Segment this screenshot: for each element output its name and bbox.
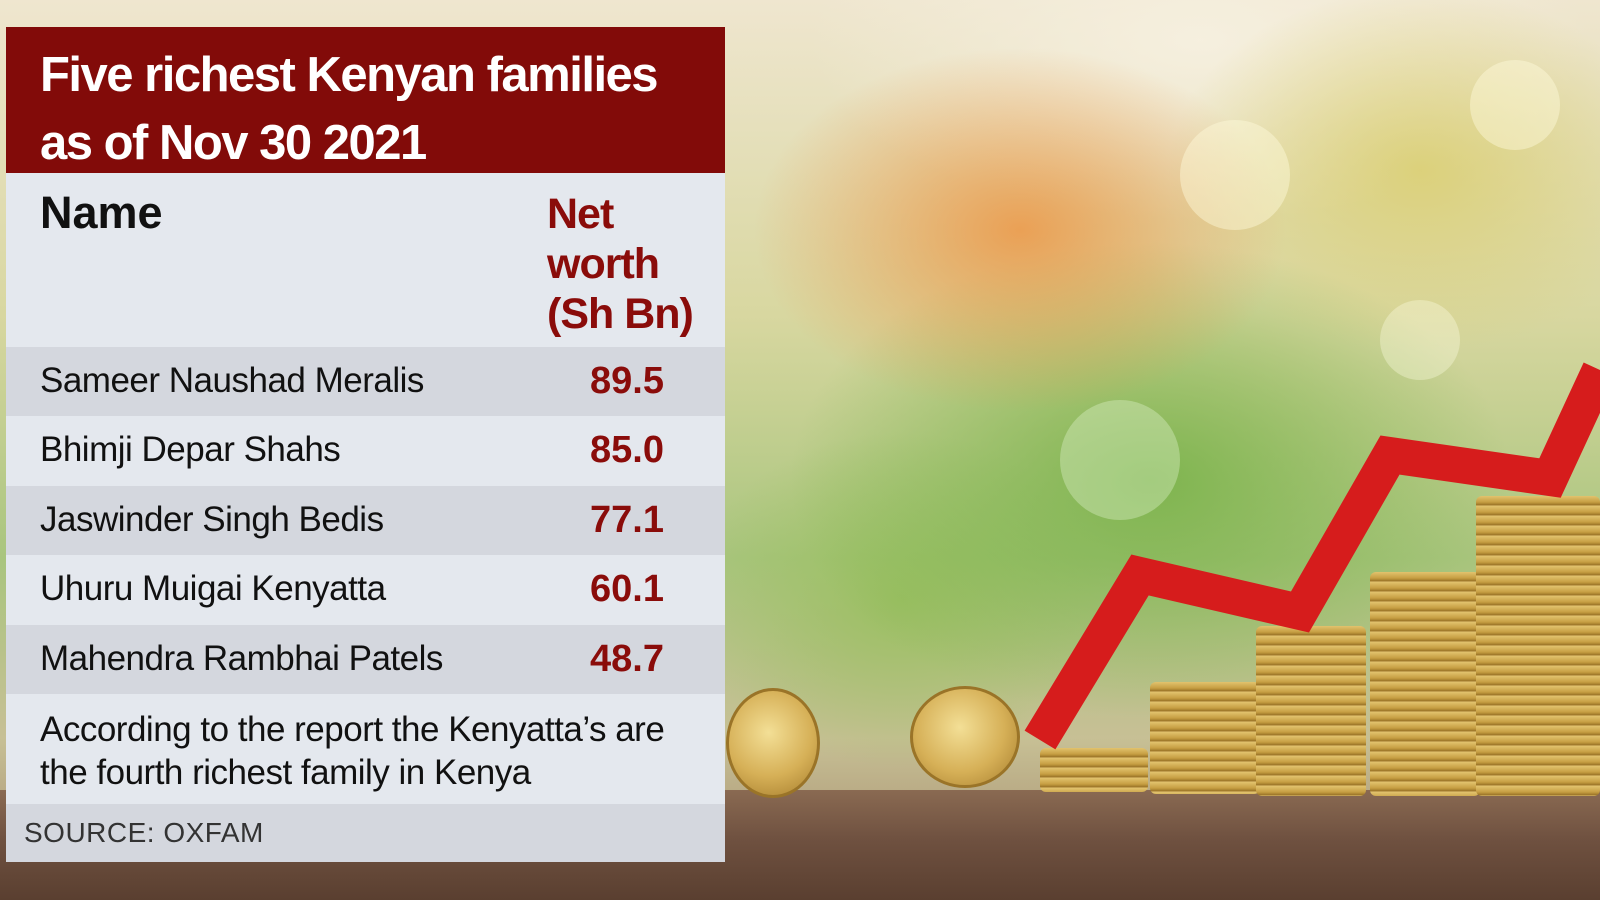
- chart-title: Five richest Kenyan families as of Nov 3…: [6, 27, 725, 173]
- coin-stack: [1476, 496, 1600, 796]
- net-worth-value: 48.7: [590, 637, 664, 680]
- table-header: Name Net worth (Sh Bn): [6, 173, 725, 347]
- coin: [726, 688, 820, 798]
- family-name: Bhimji Depar Shahs: [40, 430, 341, 470]
- bokeh-light: [1060, 400, 1180, 520]
- family-name: Sameer Naushad Meralis: [40, 361, 424, 400]
- table-row: Uhuru Muigai Kenyatta 60.1: [6, 555, 725, 624]
- table-row: Sameer Naushad Meralis 89.5: [6, 347, 725, 417]
- net-worth-value: 85.0: [590, 429, 664, 472]
- net-worth-value: 89.5: [590, 360, 664, 402]
- family-name: Mahendra Rambhai Patels: [40, 638, 443, 678]
- coin: [910, 686, 1020, 788]
- bokeh-light: [1180, 120, 1290, 230]
- infographic-panel: Five richest Kenyan families as of Nov 3…: [6, 27, 725, 862]
- coin-stack: [1150, 682, 1260, 794]
- source-credit: SOURCE: OXFAM: [6, 804, 725, 862]
- family-name: Uhuru Muigai Kenyatta: [40, 569, 386, 609]
- bokeh-light: [1380, 300, 1460, 380]
- coin-stack: [1370, 572, 1480, 796]
- net-worth-value: 60.1: [590, 568, 664, 611]
- family-name: Jaswinder Singh Bedis: [40, 499, 384, 539]
- table-row: Bhimji Depar Shahs 85.0: [6, 416, 725, 485]
- column-header-name: Name: [40, 187, 163, 238]
- bokeh-light: [1470, 60, 1560, 150]
- net-worth-value: 77.1: [590, 498, 664, 541]
- table-row: Mahendra Rambhai Patels 48.7: [6, 624, 725, 694]
- column-header-net-worth: Net worth (Sh Bn): [547, 190, 694, 338]
- coin-stack: [1256, 626, 1366, 796]
- coin-stack: [1040, 748, 1148, 792]
- table-row: Jaswinder Singh Bedis 77.1: [6, 485, 725, 556]
- footnote: According to the report the Kenyatta’s a…: [40, 709, 665, 792]
